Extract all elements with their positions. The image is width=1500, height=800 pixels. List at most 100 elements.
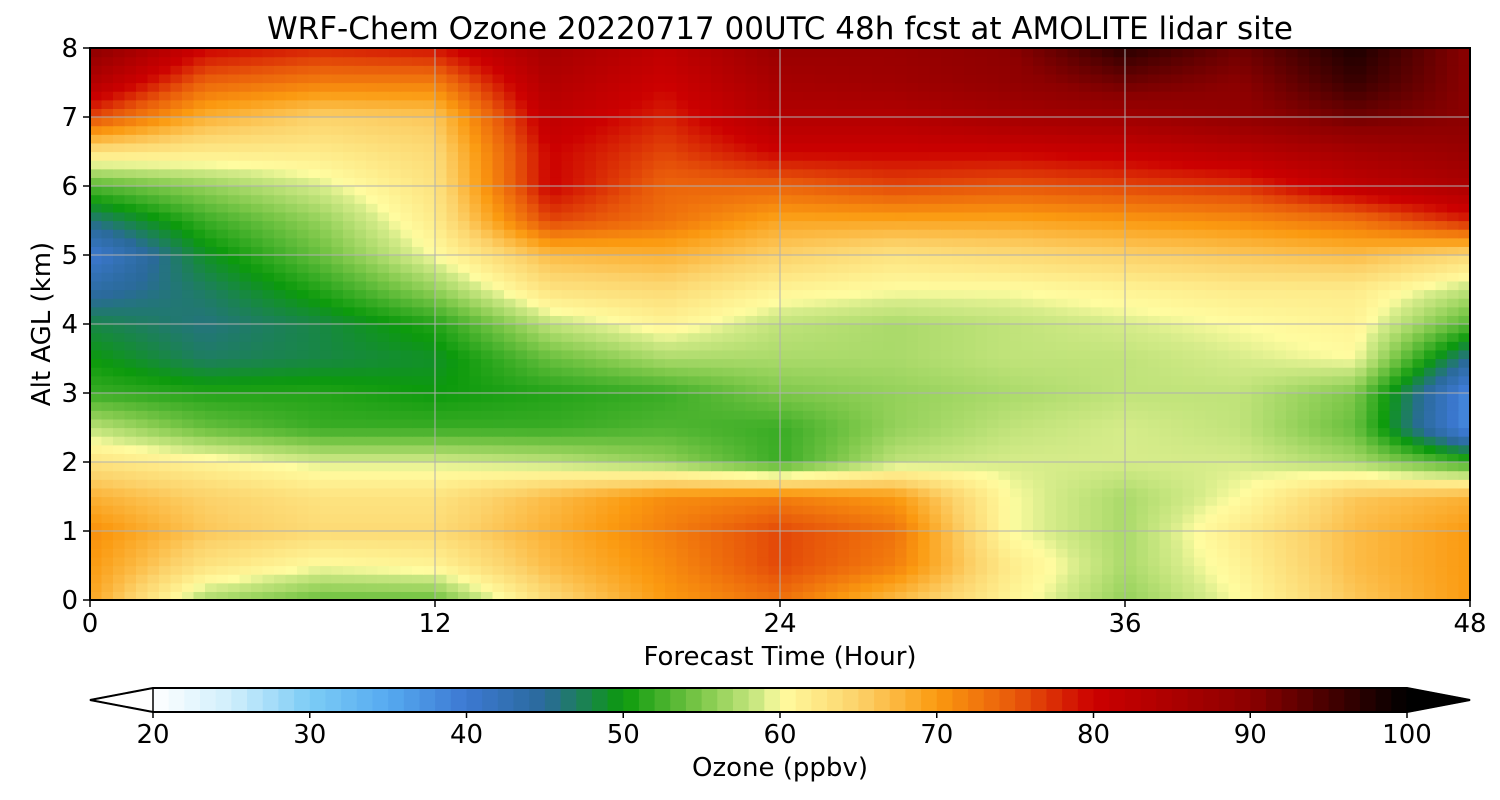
heatmap-cell	[297, 522, 310, 532]
heatmap-cell	[826, 401, 839, 411]
heatmap-cell	[182, 358, 195, 368]
heatmap-cell	[343, 237, 356, 247]
heatmap-cell	[676, 306, 689, 316]
heatmap-cell	[1217, 505, 1230, 515]
heatmap-cell	[1148, 591, 1161, 600]
heatmap-cell	[722, 263, 735, 273]
heatmap-cell	[1113, 410, 1126, 420]
heatmap-cell	[239, 513, 252, 523]
heatmap-cell	[124, 487, 137, 498]
heatmap-cell	[527, 324, 540, 334]
heatmap-cell	[1263, 436, 1276, 446]
heatmap-cell	[1297, 418, 1310, 429]
heatmap-cell	[527, 556, 540, 567]
heatmap-cell	[803, 574, 816, 584]
heatmap-cell	[320, 255, 333, 265]
heatmap-cell	[688, 453, 701, 463]
heatmap-cell	[147, 418, 160, 429]
heatmap-cell	[239, 246, 252, 256]
heatmap-cell	[964, 280, 977, 291]
heatmap-cell	[722, 591, 735, 600]
heatmap-cell	[975, 582, 988, 592]
heatmap-cell	[791, 272, 804, 282]
heatmap-cell	[1194, 324, 1207, 334]
heatmap-cell	[1010, 401, 1023, 411]
heatmap-cell	[492, 263, 505, 273]
heatmap-cell	[1010, 324, 1023, 334]
heatmap-cell	[1251, 401, 1264, 411]
heatmap-cell	[987, 401, 1000, 411]
heatmap-cell	[941, 444, 954, 454]
heatmap-cell	[849, 444, 862, 454]
heatmap-cell	[101, 237, 114, 247]
heatmap-cell	[665, 332, 678, 342]
heatmap-cell	[400, 255, 413, 265]
heatmap-cell	[699, 367, 712, 377]
heatmap-cell	[423, 315, 436, 325]
heatmap-cell	[941, 436, 954, 446]
heatmap-cell	[331, 246, 344, 256]
heatmap-cell	[469, 470, 482, 480]
heatmap-cell	[1274, 384, 1287, 394]
heatmap-cell	[630, 332, 643, 342]
heatmap-cell	[320, 531, 333, 541]
heatmap-cell	[1067, 375, 1080, 385]
heatmap-cell	[872, 427, 885, 437]
heatmap-cell	[757, 496, 770, 506]
heatmap-cell	[699, 246, 712, 256]
heatmap-cell	[745, 332, 758, 342]
heatmap-cell	[205, 427, 218, 437]
heatmap-cell	[688, 427, 701, 437]
heatmap-cell	[124, 418, 137, 429]
heatmap-cell	[182, 582, 195, 592]
heatmap-cell	[90, 255, 103, 265]
heatmap-cell	[998, 410, 1011, 420]
heatmap-cell	[193, 306, 206, 316]
heatmap-cell	[1102, 496, 1115, 506]
heatmap-cell	[1010, 384, 1023, 394]
heatmap-cell	[872, 591, 885, 600]
heatmap-cell	[1021, 487, 1034, 498]
heatmap-cell	[1217, 384, 1230, 394]
heatmap-cell	[469, 513, 482, 523]
heatmap-cell	[423, 306, 436, 316]
heatmap-cell	[1286, 255, 1299, 265]
heatmap-cell	[883, 332, 896, 342]
heatmap-cell	[573, 315, 586, 325]
heatmap-cell	[389, 358, 402, 368]
heatmap-cell	[1378, 324, 1391, 334]
heatmap-cell	[573, 436, 586, 446]
heatmap-cell	[423, 298, 436, 308]
heatmap-cell	[1056, 263, 1069, 273]
heatmap-cell	[423, 496, 436, 506]
heatmap-cell	[849, 332, 862, 342]
heatmap-cell	[469, 548, 482, 558]
heatmap-cell	[228, 513, 241, 523]
heatmap-cell	[1412, 548, 1425, 558]
heatmap-cell	[515, 255, 528, 265]
heatmap-cell	[1044, 263, 1057, 273]
heatmap-cell	[492, 246, 505, 256]
heatmap-cell	[1021, 531, 1034, 541]
heatmap-cell	[308, 418, 321, 429]
heatmap-cell	[124, 237, 137, 247]
heatmap-cell	[1113, 375, 1126, 385]
heatmap-cell	[975, 496, 988, 506]
heatmap-cell	[1458, 384, 1470, 394]
heatmap-cell	[1240, 479, 1253, 489]
heatmap-cell	[1343, 298, 1356, 308]
heatmap-cell	[1297, 505, 1310, 515]
heatmap-cell	[1401, 306, 1414, 316]
heatmap-cell	[1366, 505, 1379, 515]
heatmap-cell	[1136, 522, 1149, 532]
heatmap-cell	[734, 263, 747, 273]
heatmap-cell	[596, 470, 609, 480]
heatmap-cell	[446, 453, 459, 463]
heatmap-cell	[573, 289, 586, 299]
heatmap-cell	[550, 246, 563, 256]
heatmap-cell	[343, 582, 356, 592]
heatmap-cell	[987, 246, 1000, 256]
heatmap-cell	[1366, 539, 1379, 549]
heatmap-cell	[170, 306, 183, 316]
heatmap-cell	[1263, 358, 1276, 368]
